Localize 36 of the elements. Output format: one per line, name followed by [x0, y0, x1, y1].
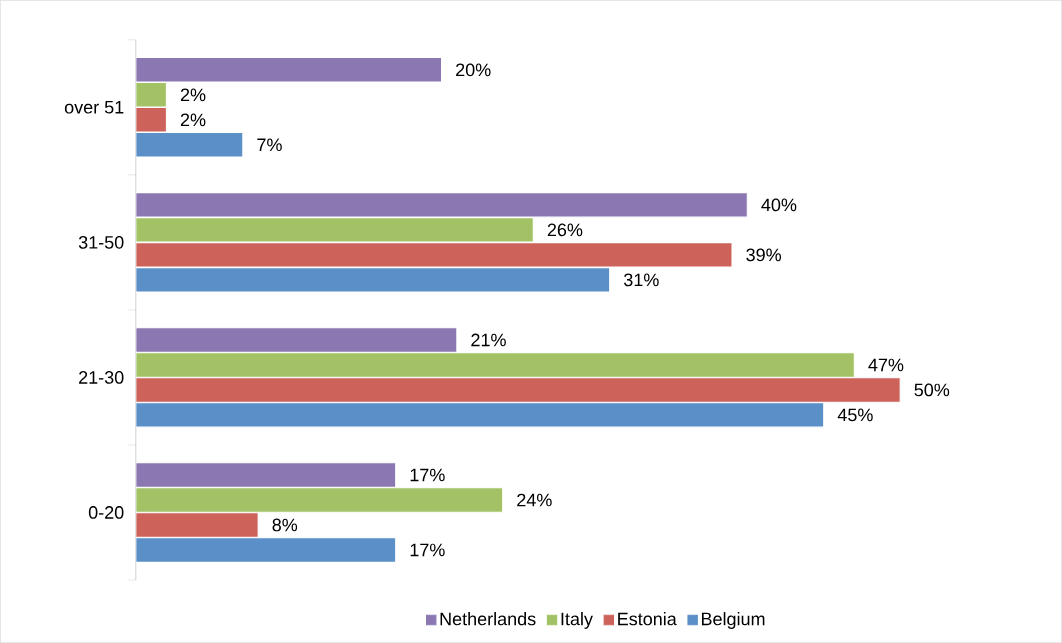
- y-tick-label: over 51: [64, 101, 124, 114]
- bar: [135, 57, 443, 83]
- data-label: 31%: [624, 273, 659, 287]
- data-label: 17%: [410, 468, 445, 482]
- legend-label: Netherlands: [440, 612, 536, 626]
- data-label: 21%: [471, 333, 506, 347]
- bar: [135, 537, 397, 563]
- legend-label: Estonia: [618, 612, 677, 626]
- y-tick-label: 21-30: [79, 371, 124, 384]
- data-label: 40%: [761, 198, 797, 212]
- bar: [135, 512, 259, 538]
- data-label: 20%: [456, 63, 491, 77]
- y-tick-label: 31-50: [78, 236, 124, 249]
- data-label: 24%: [517, 493, 552, 507]
- data-label: 45%: [837, 408, 873, 422]
- data-label: 50%: [914, 383, 950, 397]
- data-label: 47%: [868, 358, 904, 372]
- data-label: 2%: [180, 113, 206, 127]
- legend-label: Italy: [561, 612, 593, 630]
- data-label: 8%: [272, 518, 298, 532]
- bar: [135, 377, 901, 403]
- data-label: 17%: [410, 543, 445, 557]
- data-label: 39%: [746, 248, 782, 262]
- legend-label: Belgium: [701, 612, 765, 630]
- bar: [135, 267, 611, 293]
- bar: [135, 242, 733, 268]
- bar: [135, 462, 397, 488]
- data-label: 26%: [547, 223, 583, 237]
- bar: [135, 132, 244, 158]
- bar: [135, 107, 167, 133]
- bar: [135, 192, 748, 218]
- y-tick-label: 0-20: [88, 506, 124, 519]
- data-label: 2%: [180, 88, 206, 102]
- bar: [135, 327, 458, 353]
- bar: [135, 402, 825, 428]
- data-label: 7%: [257, 138, 282, 152]
